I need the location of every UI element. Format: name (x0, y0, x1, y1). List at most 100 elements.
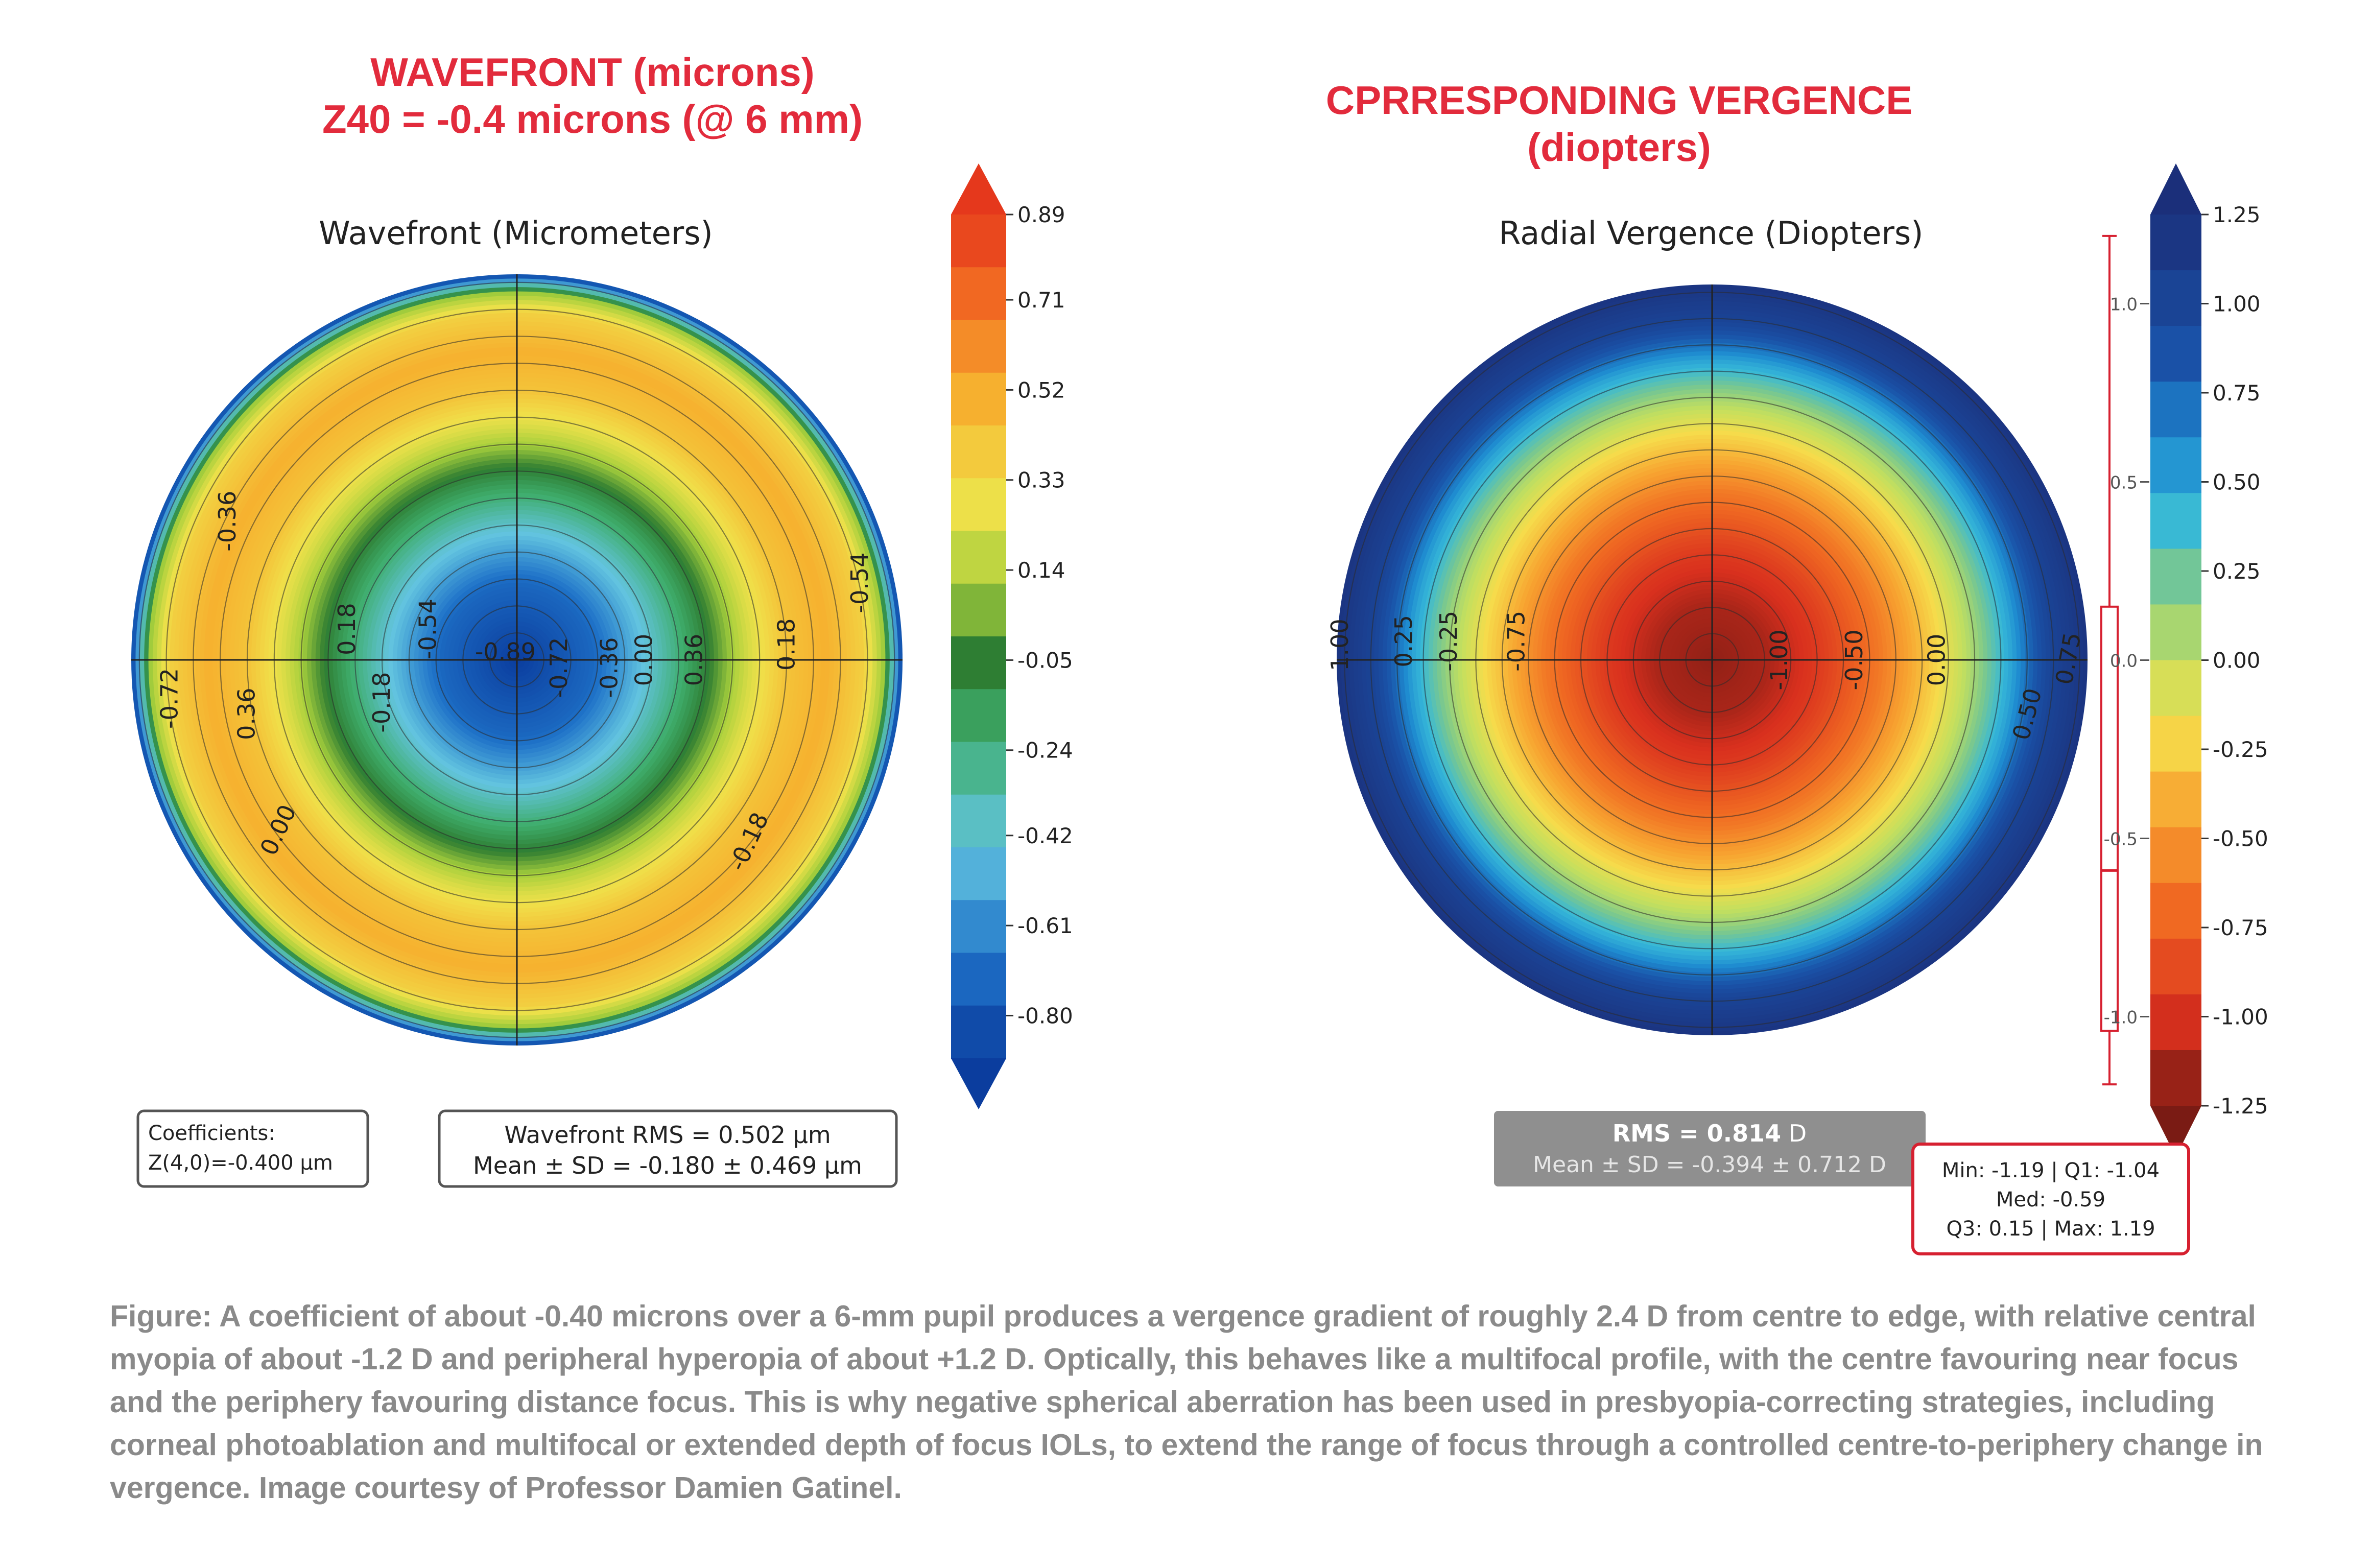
colorbar-tick-label: -0.75 (2213, 915, 2268, 940)
contour-label: -0.36 (214, 491, 241, 552)
colorbar-tick-label: -0.50 (2213, 826, 2268, 851)
colorbar-band (951, 636, 1006, 690)
contour-label: -0.54 (414, 599, 441, 659)
vergence-contour-labels: 1.00 0.25 -0.25 -0.75 -1.00 -0.50 0.000.500.75 (1326, 611, 2087, 743)
colorbar-extend-top (951, 163, 1006, 215)
rms-unit: D (1781, 1120, 1807, 1147)
colorbar-tick-label: 0.25 (2213, 559, 2261, 584)
colorbar-band (951, 689, 1006, 743)
wavefront-mean-sd-text: Mean ± SD = -0.180 ± 0.469 µm (473, 1152, 862, 1179)
colorbar-band (951, 583, 1006, 637)
colorbar-band (2150, 382, 2201, 438)
colorbar-band (951, 742, 1006, 795)
colorbar-band (951, 320, 1006, 373)
contour-label: -0.25 (1435, 611, 1462, 672)
colorbar-band (2150, 326, 2201, 383)
vergence-panel: Radial Vergence (Diopters) 1.00 0.25 -0.25… (1326, 163, 2268, 1255)
stats-min-q1: Min: -1.19 | Q1: -1.04 (1942, 1159, 2160, 1182)
vergence-stats-box: Min: -1.19 | Q1: -1.04 Med: -0.59 Q3: 0.… (1911, 1143, 2190, 1255)
contour-label: -0.50 (1840, 629, 1868, 690)
colorbar-tick-label: 0.75 (2213, 381, 2261, 406)
colorbar-band (2150, 493, 2201, 550)
contour-label: 1.00 (1326, 619, 1354, 671)
left-header: WAVEFRONT (microns) Z40 = -0.4 microns (… (286, 49, 899, 142)
left-header-line2: Z40 = -0.4 microns (@ 6 mm) (322, 97, 863, 141)
contour-label: 0.25 (1390, 615, 1417, 667)
contour-label: 0.36 (233, 687, 260, 740)
contour-label: -0.72 (156, 668, 183, 729)
colorbar-band (951, 267, 1006, 321)
wavefront-stats-box: Wavefront RMS = 0.502 µm Mean ± SD = -0.… (438, 1109, 898, 1188)
colorbar-band (2150, 716, 2201, 772)
colorbar-band (2150, 938, 2201, 995)
coefficients-title: Coefficients: (148, 1122, 275, 1145)
boxplot-axis-tick-label: -0.5 (2104, 829, 2138, 850)
colorbar-tick-label: 0.33 (1017, 468, 1065, 493)
colorbar-tick-label: -1.25 (2213, 1094, 2268, 1119)
colorbar-band (951, 953, 1006, 1006)
vergence-mean-sd-text: Mean ± SD = -0.394 ± 0.712 D (1533, 1152, 1886, 1178)
colorbar-band (951, 794, 1006, 848)
colorbar-tick-label: -0.25 (2213, 737, 2268, 762)
colorbar-band (951, 425, 1006, 479)
colorbar-tick-label: -0.24 (1017, 738, 1073, 763)
colorbar-band (951, 1005, 1006, 1059)
boxplot-axis-tick-label: 0.0 (2110, 651, 2138, 672)
vergence-boxplot: 1.0 0.5 0.0 -0.5 -1.0 (2100, 234, 2149, 1086)
vergence-title: Radial Vergence (Diopters) (1499, 215, 1924, 252)
colorbar-band (2150, 827, 2201, 884)
colorbar-band (951, 215, 1006, 268)
rms-value-text: RMS = 0.814 D (1613, 1120, 1807, 1147)
colorbar-band (2150, 660, 2201, 717)
wavefront-colorbar: 0.89 0.71 0.52 0.33 0.14 -0.05 -0.24 -0.42 -0.61… (951, 163, 1073, 1109)
contour-label: 0.36 (680, 634, 707, 686)
vergence-map (1337, 284, 2088, 1035)
vergence-colorbar: 1.25 1.00 0.75 0.50 0.25 0.00 -0.25 -0.50 -0.75 -… (2150, 163, 2268, 1157)
colorbar-tick-label: 0.71 (1017, 288, 1065, 313)
contour-label: -0.89 (475, 638, 536, 666)
colorbar-band (2150, 270, 2201, 327)
wavefront-map (131, 274, 903, 1046)
boxplot-box (2100, 605, 2119, 1032)
colorbar-tick-label: 0.14 (1017, 558, 1065, 583)
colorbar-band (2150, 549, 2201, 605)
colorbar-tick-label: -0.05 (1017, 648, 1073, 673)
colorbar-extend-bottom (951, 1058, 1006, 1109)
colorbar-tick-label: 0.52 (1017, 377, 1065, 402)
colorbar-band (951, 478, 1006, 532)
colorbar-band (951, 847, 1006, 901)
colorbar-band (2150, 994, 2201, 1051)
wavefront-rms-text: Wavefront RMS = 0.502 µm (504, 1121, 831, 1149)
contour-label: -0.18 (368, 672, 395, 733)
contour-label: 0.00 (630, 634, 657, 686)
wavefront-title: Wavefront (Micrometers) (319, 215, 713, 252)
contour-label: 0.18 (333, 603, 361, 655)
contour-label: -0.72 (545, 637, 573, 698)
colorbar-band (2150, 883, 2201, 939)
colorbar-band (2150, 1050, 2201, 1106)
colorbar-tick-label: -0.42 (1017, 823, 1073, 848)
coefficients-value: Z(4,0)=-0.400 µm (148, 1151, 333, 1175)
colorbar-band (2150, 215, 2201, 271)
colorbar-band (2150, 771, 2201, 828)
contour-label: -0.36 (595, 637, 623, 698)
colorbar-band (951, 531, 1006, 584)
colorbar-tick-label: 1.00 (2213, 292, 2261, 317)
boxplot-axis-tick-label: 1.0 (2110, 295, 2138, 315)
stats-q3-max: Q3: 0.15 | Max: 1.19 (1946, 1217, 2155, 1241)
rms-label: RMS = 0.814 (1613, 1120, 1781, 1147)
colorbar-extend-bottom (2150, 1106, 2201, 1157)
colorbar-tick-label: -1.00 (2213, 1005, 2268, 1030)
colorbar-band (2150, 604, 2201, 661)
colorbar-tick-label: 0.00 (2213, 648, 2261, 673)
colorbar-tick-label: -0.80 (1017, 1003, 1073, 1028)
stats-median: Med: -0.59 (1996, 1188, 2105, 1211)
contour-label: -0.75 (1503, 611, 1530, 672)
boxplot-axis-tick-label: -1.0 (2104, 1008, 2138, 1028)
colorbar-band (2150, 437, 2201, 494)
colorbar-tick-label: 1.25 (2213, 202, 2261, 227)
figure-canvas: Wavefront (Micrometers) -0.36 0.18 -0.54 -0… (131, 163, 2268, 1255)
right-header: CPRRESPONDING VERGENCE (diopters) (1325, 78, 1913, 170)
left-header-line1: WAVEFRONT (microns) (370, 50, 815, 94)
colorbar-band (951, 372, 1006, 426)
